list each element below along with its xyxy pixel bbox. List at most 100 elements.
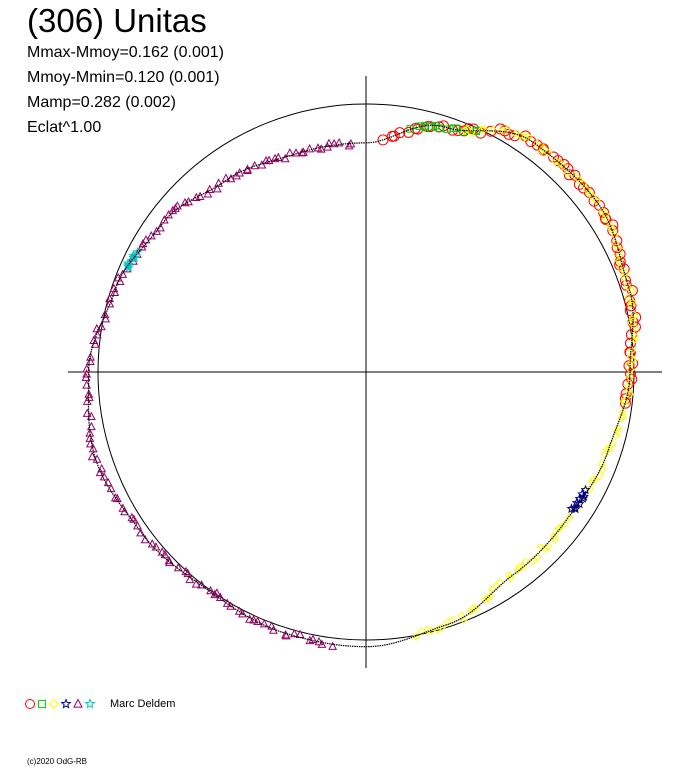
- data-point: [622, 282, 632, 291]
- data-point: [232, 170, 241, 180]
- data-point: [540, 544, 550, 553]
- data-point: [86, 352, 95, 361]
- data-point: [600, 449, 610, 459]
- series-4-triangle-markers: [81, 137, 356, 650]
- data-point: [616, 263, 625, 273]
- data-markers: [81, 120, 642, 650]
- data-point: [588, 192, 597, 201]
- data-point: [257, 160, 267, 169]
- data-point: [532, 139, 542, 148]
- stat-mmax-mmoy: Mmax-Mmoy=0.162 (0.001): [27, 44, 224, 61]
- chart-title: (306) Unitas: [27, 2, 207, 39]
- data-point: [630, 331, 639, 341]
- data-point: [565, 513, 574, 522]
- data-point: [159, 215, 169, 224]
- data-point: [463, 124, 472, 134]
- data-point: [626, 365, 635, 375]
- data-point: [608, 439, 617, 449]
- legend-square-icon: [37, 699, 47, 709]
- data-point: [181, 566, 191, 576]
- data-point: [573, 178, 585, 190]
- stat-mamp: Mamp=0.282 (0.002): [27, 94, 176, 111]
- data-point: [424, 121, 436, 133]
- data-point: [171, 203, 180, 212]
- legend-symbols: [25, 698, 96, 710]
- data-point: [417, 627, 426, 636]
- data-point: [87, 451, 97, 461]
- data-point: [624, 347, 636, 359]
- data-point: [329, 138, 339, 148]
- series-0-circle-markers: [377, 120, 642, 409]
- data-point: [85, 356, 95, 366]
- data-point: [506, 573, 515, 582]
- data-point: [118, 269, 128, 278]
- data-point: [518, 562, 528, 572]
- data-point: [110, 492, 120, 502]
- data-point: [316, 144, 326, 153]
- data-point: [281, 630, 290, 639]
- data-point: [628, 314, 637, 324]
- data-point: [156, 223, 165, 232]
- data-point: [317, 639, 327, 648]
- data-point: [605, 221, 615, 230]
- data-point: [620, 397, 630, 407]
- data-point: [560, 519, 570, 528]
- data-point: [270, 153, 280, 163]
- data-point: [610, 230, 619, 239]
- data-point: [431, 122, 440, 130]
- data-point: [498, 126, 507, 135]
- data-point: [140, 534, 150, 544]
- data-point: [185, 574, 195, 584]
- data-point: [85, 428, 95, 437]
- stat-eclat: Eclat^1.00: [27, 119, 102, 136]
- data-point: [334, 137, 344, 147]
- data-point: [344, 141, 354, 150]
- data-point: [82, 369, 92, 378]
- data-point: [324, 138, 334, 147]
- data-point: [502, 125, 511, 134]
- data-point: [533, 552, 542, 562]
- data-point: [437, 623, 446, 632]
- data-point: [613, 244, 623, 253]
- data-point: [203, 189, 213, 198]
- data-point: [82, 380, 92, 389]
- data-point: [598, 207, 610, 219]
- data-point: [452, 124, 460, 133]
- data-point: [504, 571, 514, 580]
- data-point: [92, 329, 102, 339]
- data-point: [480, 595, 489, 605]
- data-point: [624, 305, 636, 317]
- data-point: [195, 191, 205, 201]
- data-point: [467, 128, 476, 137]
- data-point: [388, 130, 400, 142]
- data-point: [607, 219, 619, 231]
- data-point: [615, 251, 624, 260]
- data-point: [574, 175, 584, 185]
- data-point: [280, 153, 290, 163]
- data-point: [488, 125, 498, 135]
- data-point: [619, 273, 629, 282]
- data-point: [168, 205, 178, 215]
- data-point: [485, 592, 495, 601]
- data-point: [259, 618, 269, 628]
- data-point: [298, 147, 308, 156]
- data-point: [141, 234, 151, 244]
- legend-star-icon: [84, 698, 96, 709]
- data-point: [488, 584, 497, 594]
- data-point: [101, 314, 111, 323]
- legend-circle-icon: [25, 699, 35, 709]
- data-point: [625, 368, 637, 380]
- data-point: [460, 126, 469, 135]
- data-point: [85, 433, 95, 442]
- data-point: [443, 618, 453, 627]
- stat-mmoy-mmin: Mmoy-Mmin=0.120 (0.001): [27, 69, 220, 86]
- data-point: [559, 161, 568, 171]
- data-point: [273, 152, 283, 162]
- data-point: [630, 311, 639, 320]
- data-point: [238, 608, 247, 618]
- data-point: [549, 531, 559, 541]
- data-point: [82, 364, 92, 373]
- data-point: [601, 210, 610, 219]
- data-point: [495, 578, 505, 587]
- data-point: [537, 146, 546, 156]
